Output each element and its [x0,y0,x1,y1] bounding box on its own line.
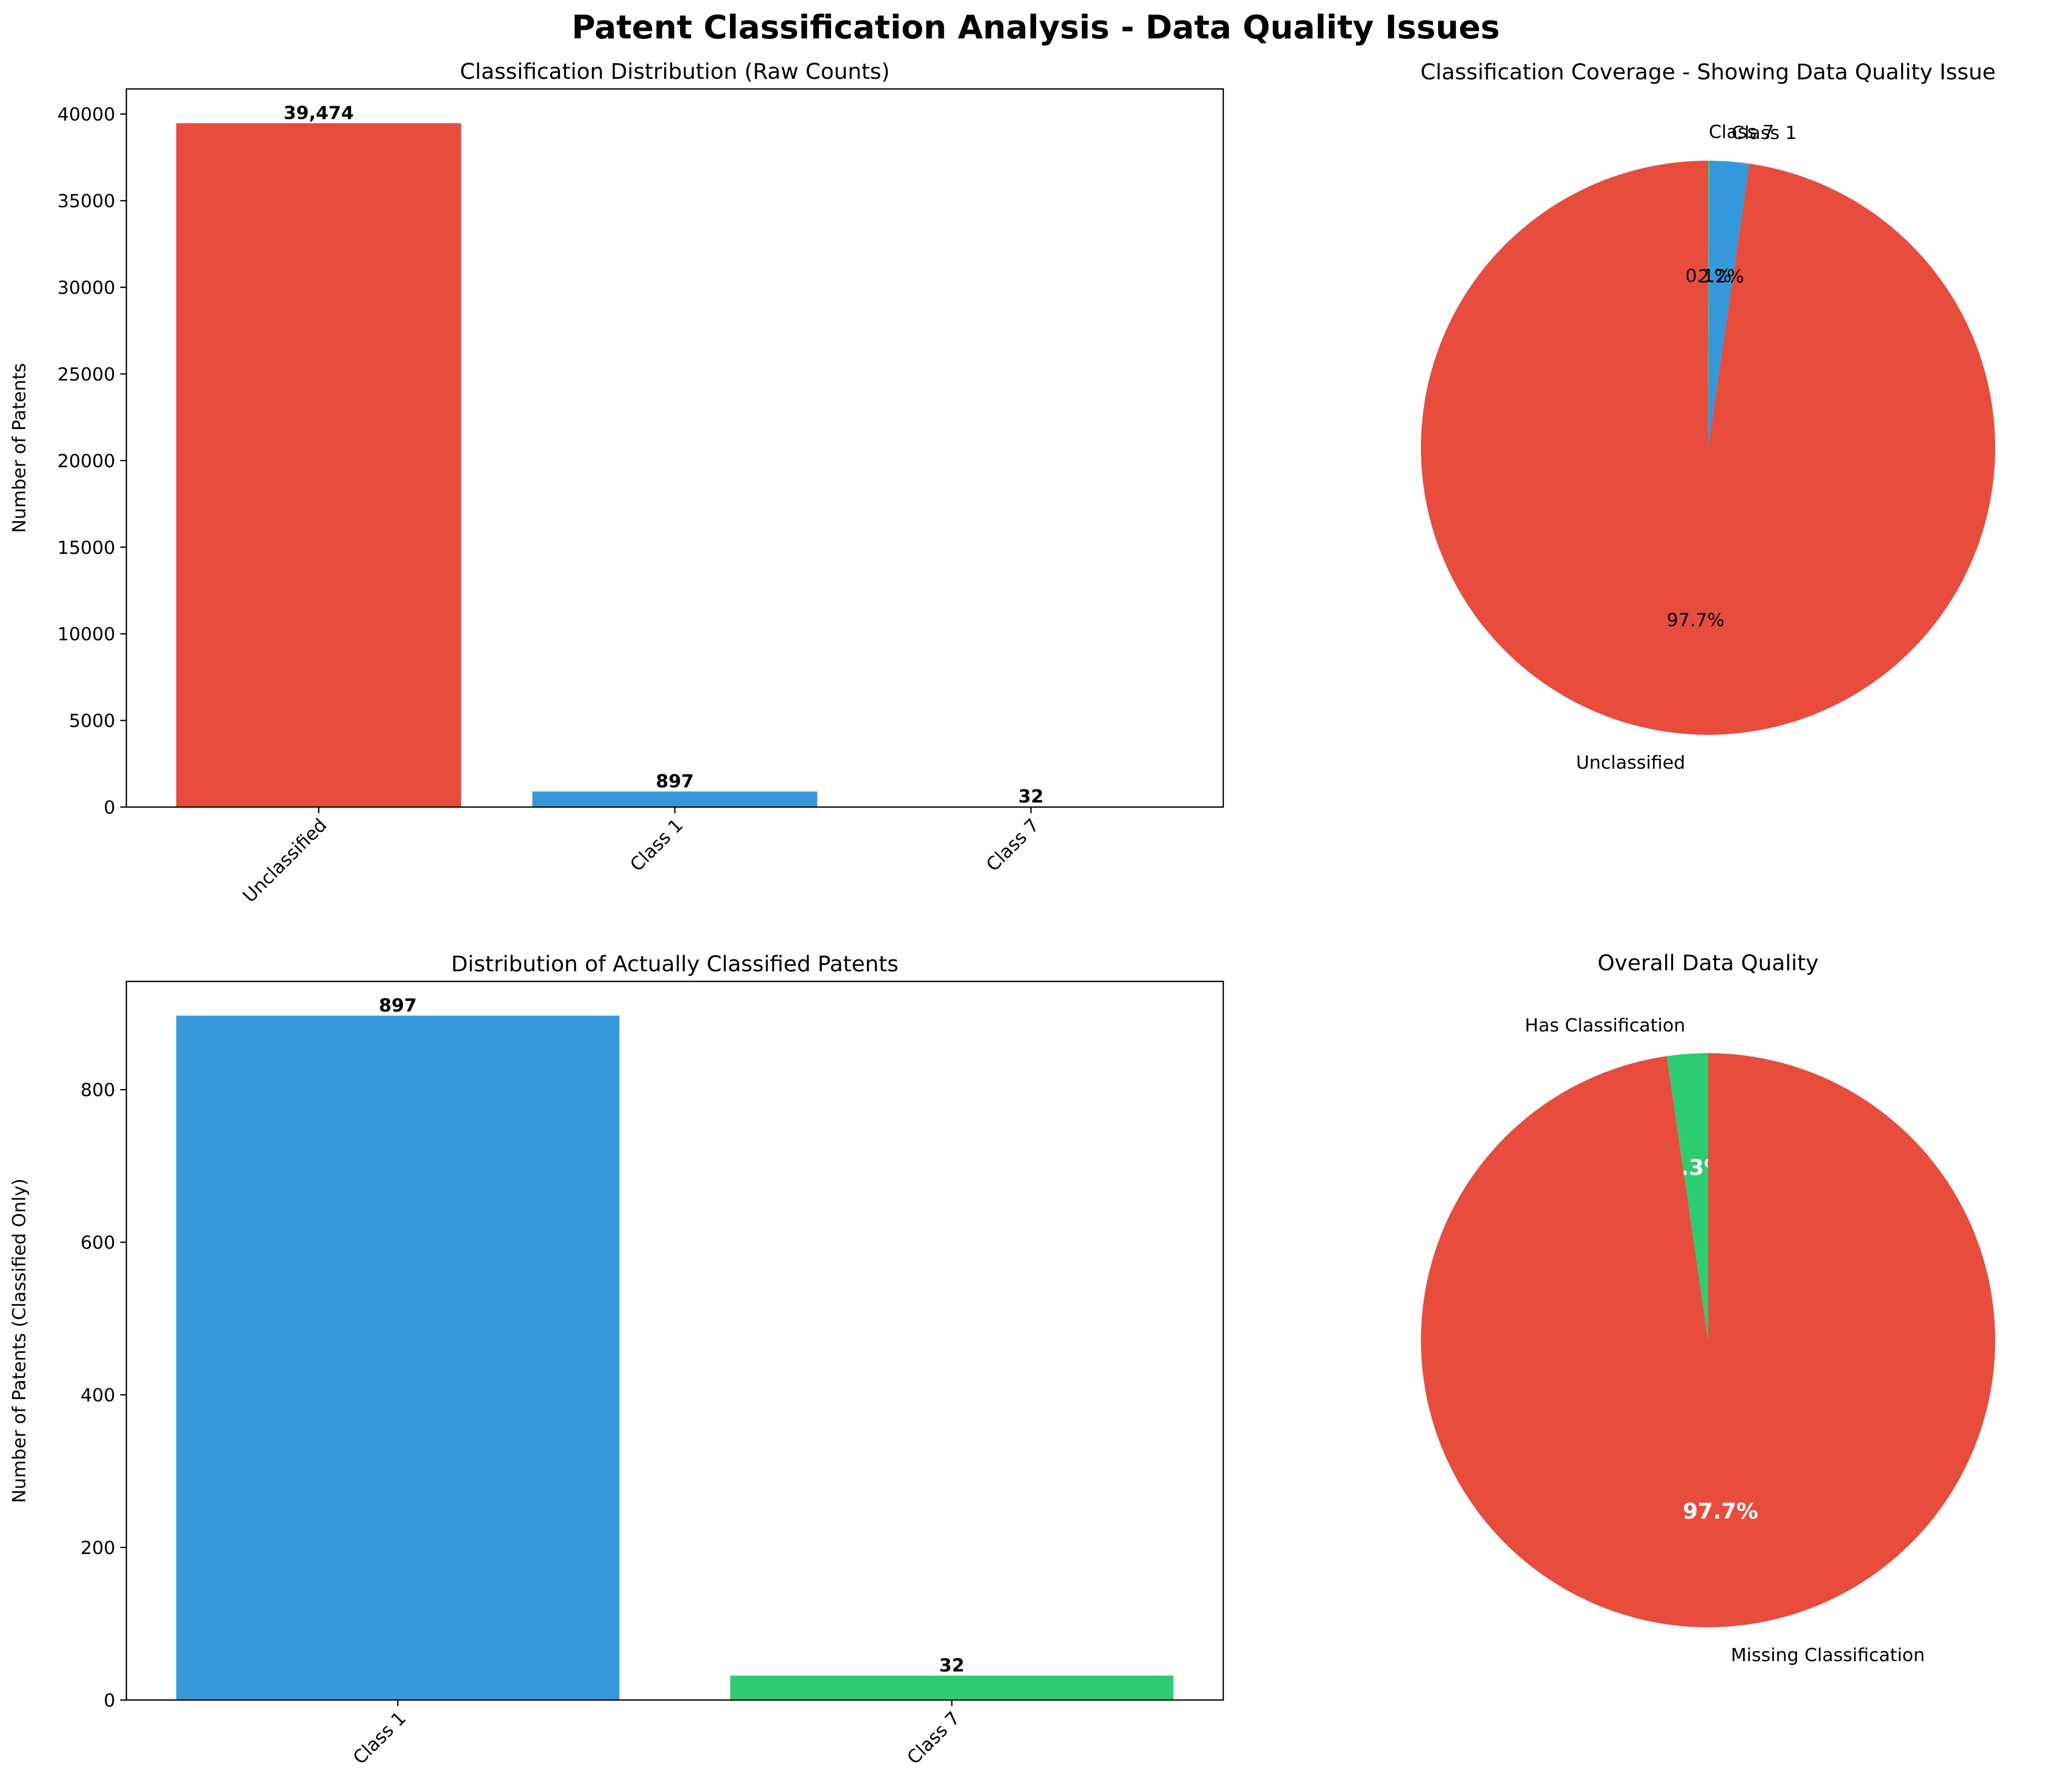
coverage-pie-chart: Classification Coverage - Showing Data Q… [1420,60,1996,773]
y-tick-label: 0 [104,1690,115,1711]
bar-value-label: 897 [656,771,694,792]
y-tick-label: 15000 [57,538,115,558]
bar-value-label: 39,474 [284,103,354,124]
y-tick-label: 600 [80,1233,115,1253]
x-tick-label: Unclassified [239,815,331,907]
y-axis-label: Number of Patents [9,363,30,533]
y-tick-label: 20000 [57,451,115,472]
bar-value-label: 897 [379,996,417,1016]
bar-class-1 [532,791,817,807]
x-tick-label: Class 7 [983,815,1043,875]
chart-title: Classification Coverage - Showing Data Q… [1420,60,1996,85]
quality-pie-chart: Overall Data QualityHas Classification2.… [1421,951,1995,1666]
y-tick-label: 10000 [57,624,115,645]
x-tick-label: Class 7 [903,1708,964,1768]
y-tick-label: 30000 [57,278,115,299]
y-tick-label: 5000 [69,711,115,732]
chart-title: Classification Distribution (Raw Counts) [460,59,890,84]
y-axis-label: Number of Patents (Classified Only) [9,1179,30,1503]
classified-bar-chart: Distribution of Actually Classified Pate… [9,952,1223,1769]
pie-percent-label: 0.1% [1685,266,1731,287]
pie-label: Has Classification [1525,1015,1685,1036]
pie-percent-label: 97.7% [1667,610,1724,631]
figure-title: Patent Classification Analysis - Data Qu… [572,9,1500,46]
y-tick-label: 25000 [57,364,115,385]
pie-label: Missing Classification [1731,1645,1925,1666]
x-tick-label: Class 1 [349,1708,410,1768]
x-tick-label: Class 1 [626,815,687,875]
y-tick-label: 400 [80,1385,115,1406]
bar-class-1 [176,1016,620,1700]
y-tick-label: 35000 [57,191,115,212]
bar-value-label: 32 [1018,786,1043,807]
pie-percent-label: 97.7% [1683,1499,1758,1524]
y-tick-label: 200 [80,1538,115,1559]
bar-value-label: 32 [939,1656,964,1676]
chart-title: Distribution of Actually Classified Pate… [451,952,898,977]
bar-unclassified [176,123,462,807]
pie-label: Class 7 [1709,122,1774,143]
pie-label: Unclassified [1576,752,1685,773]
bar-class-7 [730,1676,1174,1700]
y-tick-label: 0 [104,797,115,818]
y-tick-label: 800 [80,1080,115,1101]
raw-counts-bar-chart: Classification Distribution (Raw Counts)… [9,59,1223,907]
chart-title: Overall Data Quality [1597,951,1818,976]
y-tick-label: 40000 [57,105,115,125]
